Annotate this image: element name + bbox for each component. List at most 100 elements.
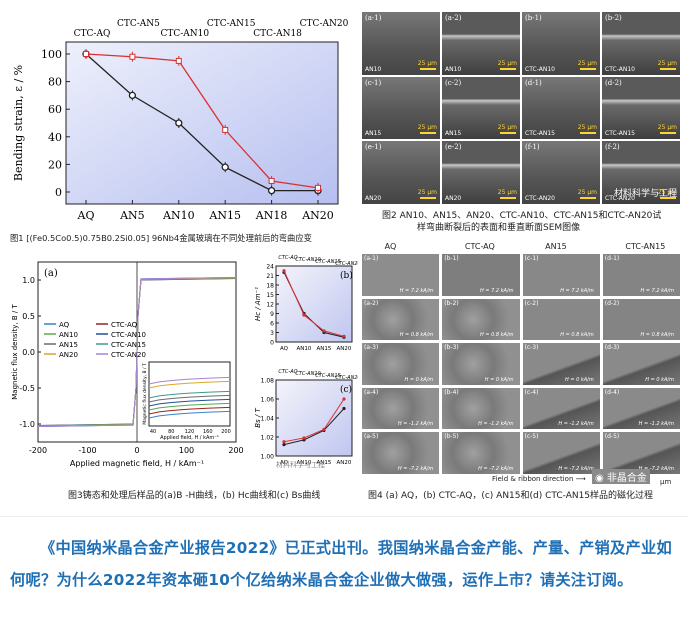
sem-panel-sample: CTC-AN20 [525, 194, 555, 202]
sem-panel-sample: CTC-AN10 [525, 65, 555, 73]
y-tick-label: 40 [48, 131, 62, 144]
x-tick-label: AN20 [337, 460, 352, 466]
scale-bar-label: 25 μm [417, 124, 437, 132]
domain-panel: (c-1) H = 7.2 kA/m [522, 254, 600, 296]
sem-panel: (d-1) CTC-AN15 25 μm [522, 76, 600, 140]
x-tick-label: -200 [29, 446, 47, 455]
scale-bar [500, 132, 516, 135]
data-point [282, 440, 286, 444]
data-point [282, 443, 286, 447]
wechat-icon: ◉ [595, 473, 604, 484]
y-tick-label: 9 [270, 311, 274, 318]
sem-panel-label: (e-1) [365, 143, 382, 152]
series-top-label: CTC-AN10 [295, 257, 320, 263]
sem-panel-sample: AN15 [365, 130, 382, 138]
x-axis-label: Applied magnetic field, H / kAm⁻¹ [70, 459, 204, 468]
domain-panel: (c-2) H = 0.8 kA/m [522, 298, 600, 341]
sem-panel: (a-2) AN10 25 μm [442, 12, 520, 75]
legend-label: AN20 [59, 351, 78, 359]
figure-4-scale: μm [660, 478, 672, 486]
sem-panel-sample: AN20 [445, 194, 462, 202]
domain-panel: (b-2) H = 0.8 kA/m [442, 298, 520, 341]
scale-bar-label: 25 μm [657, 124, 677, 132]
legend-label: CTC-AN15 [111, 341, 146, 349]
field-value: H = -7.2 kA/m [397, 465, 434, 472]
field-value: H = -1.2 kA/m [397, 421, 434, 428]
data-point [342, 406, 346, 411]
scale-bar [420, 67, 436, 70]
data-point [267, 186, 276, 195]
data-point [222, 126, 229, 133]
domain-image-grid: (a-1) H = 7.2 kA/m (b-1) H = 7.2 kA/m (c-1) H… [362, 254, 680, 474]
scale-bar [660, 132, 676, 135]
domain-panel-label: (c-1) [524, 255, 539, 262]
scale-bar-label: 25 μm [417, 188, 437, 196]
data-point [268, 177, 275, 184]
coercivity-chart: (b) 0 3 6 9 12 15 18 21 24 AQ CTC-AQ AN10 CTC-AN10 AN1… [254, 255, 358, 352]
sem-panel-sample: CTC-AN15 [605, 130, 635, 138]
scale-bar-label: 25 μm [657, 188, 677, 196]
inset-x-tick-label: 200 [221, 429, 231, 435]
column-header: CTC-AQ [464, 242, 495, 251]
legend-label: CTC-AQ [111, 321, 138, 329]
series-line [283, 270, 345, 337]
scale-bar [500, 67, 516, 70]
domain-panel: (d-5) H = -7.2 kA/m [602, 432, 680, 474]
field-value: H = 7.2 kA/m [399, 287, 434, 294]
data-point [128, 91, 137, 100]
field-value: H = 7.2 kA/m [640, 287, 674, 294]
y-tick-label: 18 [266, 283, 274, 290]
column-header: AN15 [545, 242, 567, 251]
x-tick-label: AN10 [297, 460, 312, 466]
x-tick-label: AN15 [317, 346, 332, 352]
figure-2-caption-line-1: 图2 AN10、AN15、AN20、CTC-AN10、CTC-AN15和CTC-… [382, 211, 662, 221]
y-tick-label: -1.0 [19, 420, 35, 429]
figure-3: (a) -200 -100 0 100 200 1.0 0.5 0.0 -0.5 -1.0 Appli… [8, 252, 358, 512]
x-tick-label: AN15 [317, 460, 332, 466]
domain-panel: (d-2) H = 0.8 kA/m [602, 298, 680, 341]
domain-column-headers: AQ CTC-AQ AN15 CTC-AN15 [362, 242, 680, 254]
y-tick-label: -0.5 [19, 384, 35, 393]
legend-label: CTC-AN10 [111, 331, 146, 339]
x-tick-label: AN10 [297, 346, 312, 352]
series-top-label: CTC-AQ [278, 255, 297, 261]
scale-bar [580, 132, 596, 135]
y-tick-label: 1.0 [22, 276, 35, 285]
sem-panel-label: (b-1) [525, 14, 542, 22]
domain-panel-label: (a-5) [364, 433, 379, 441]
x-tick-label: 100 [179, 446, 194, 455]
x-tick-label: AQ [280, 346, 289, 352]
sem-panel: (e-1) AN20 25 μm [362, 141, 440, 204]
promo-paragraph: 《中国纳米晶合金产业报告2022》已正式出刊。我国纳米晶合金产能、产量、产销及产… [10, 539, 672, 589]
y-tick-label: 1.08 [261, 378, 275, 385]
sem-panel-label: (d-2) [605, 78, 622, 87]
figure-3-caption: 图3铸态和处理后样品的(a)B -H曲线，(b) Hc曲线和(c) Bs曲线 [68, 491, 321, 501]
x-tick-label: 200 [228, 446, 243, 455]
sem-panel: (b-1) CTC-AN10 25 μm [522, 12, 600, 75]
sem-panel-label: (a-1) [365, 14, 382, 22]
inset-y-axis-label: Magnetic flux density, B / T [142, 363, 148, 425]
x-tick-label: AN15 [208, 209, 241, 222]
data-point [315, 184, 321, 191]
series-top-label: CTC-AN10 [160, 29, 209, 39]
sem-panel-sample: AN15 [445, 130, 462, 138]
x-tick-label: AN18 [255, 209, 288, 222]
bh-curve-chart: (a) -200 -100 0 100 200 1.0 0.5 0.0 -0.5 -1.0 Appli… [11, 261, 244, 468]
field-value: H = -7.2 kA/m [638, 465, 674, 472]
field-value: H = 0.8 kA/m [479, 332, 514, 339]
figure-4: AQ CTC-AQ AN15 CTC-AN15 (a-1) H = 7.2 kA/m (b… [362, 242, 680, 512]
figure-1: 0 20 40 60 80 100 AQ CTC-AQ AN5 CTC-AN5 AN10 CTC-AN… [8, 8, 354, 248]
data-point [175, 119, 183, 127]
data-point [83, 51, 89, 57]
field-value: H = -7.2 kA/m [478, 465, 514, 472]
bh-curve [37, 276, 237, 428]
data-point [342, 334, 346, 338]
domain-panel: (b-5) H = -7.2 kA/m [442, 432, 520, 474]
data-point [342, 397, 346, 401]
legend-label: AN15 [59, 341, 78, 349]
inset-frame [148, 361, 231, 427]
y-tick-label: 0.0 [22, 348, 35, 357]
sem-panel: (c-1) AN15 25 μm [362, 76, 440, 140]
y-tick-label: 1.04 [261, 416, 275, 423]
inset-x-tick-label: 40 [150, 429, 156, 435]
